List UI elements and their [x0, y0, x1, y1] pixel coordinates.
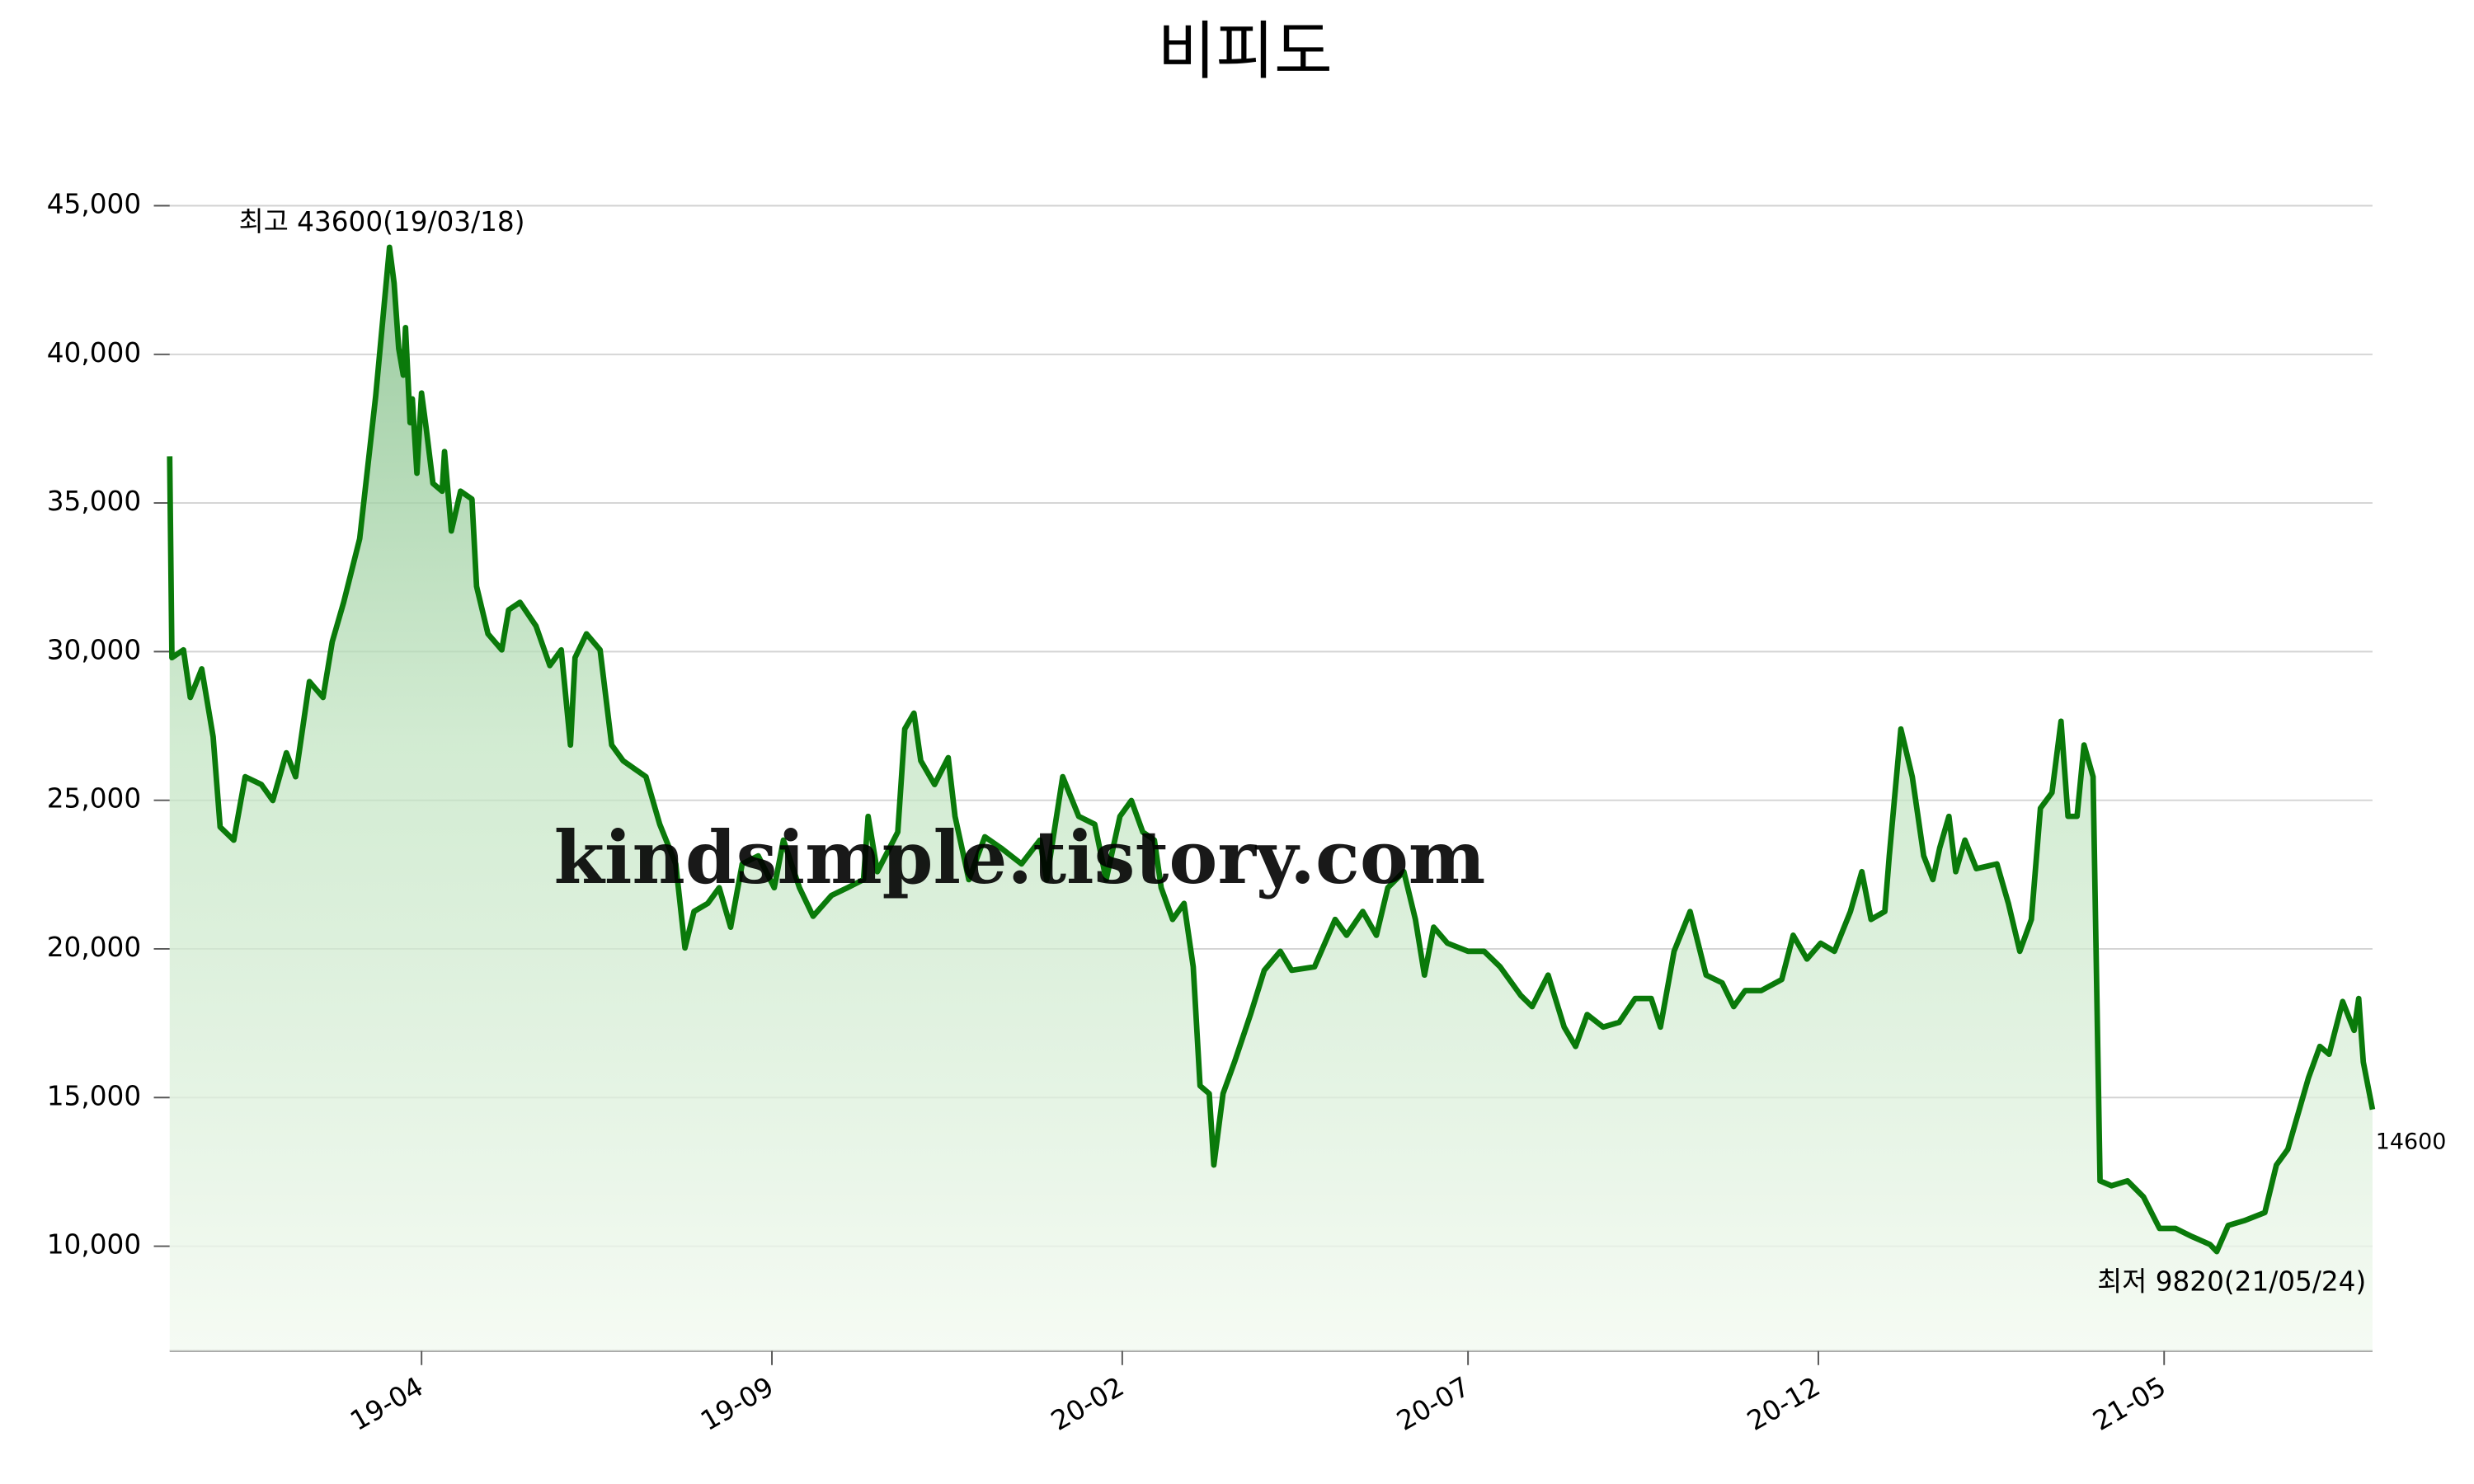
annotation-high: 최고 43600(19/03/18)	[239, 206, 525, 237]
x-tick-label: 20-02	[1046, 1371, 1129, 1437]
y-tick-label: 20,000	[47, 932, 141, 963]
y-tick-label: 45,000	[47, 189, 141, 220]
y-tick-label: 10,000	[47, 1229, 141, 1261]
y-tick-label: 30,000	[47, 634, 141, 665]
x-tick-label: 20-12	[1742, 1371, 1825, 1437]
annotation-low: 최저 9820(21/05/24)	[2097, 1266, 2366, 1297]
watermark: kindsimple.tistory.com	[554, 815, 1486, 900]
line	[167, 244, 2376, 1255]
x-tick-label: 19-09	[695, 1371, 778, 1437]
y-tick-label: 40,000	[47, 337, 141, 369]
x-tick-label: 19-04	[345, 1371, 428, 1437]
y-tick-label: 15,000	[47, 1080, 141, 1111]
chart-title: 비피도	[1157, 15, 1332, 88]
x-tick-label: 20-07	[1391, 1371, 1475, 1437]
annotation-last: 14600	[2376, 1129, 2447, 1155]
x-tick-label: 21-05	[2087, 1371, 2171, 1437]
y-tick-label: 35,000	[47, 486, 141, 517]
area	[169, 247, 2373, 1351]
y-tick-label: 25,000	[47, 783, 141, 815]
